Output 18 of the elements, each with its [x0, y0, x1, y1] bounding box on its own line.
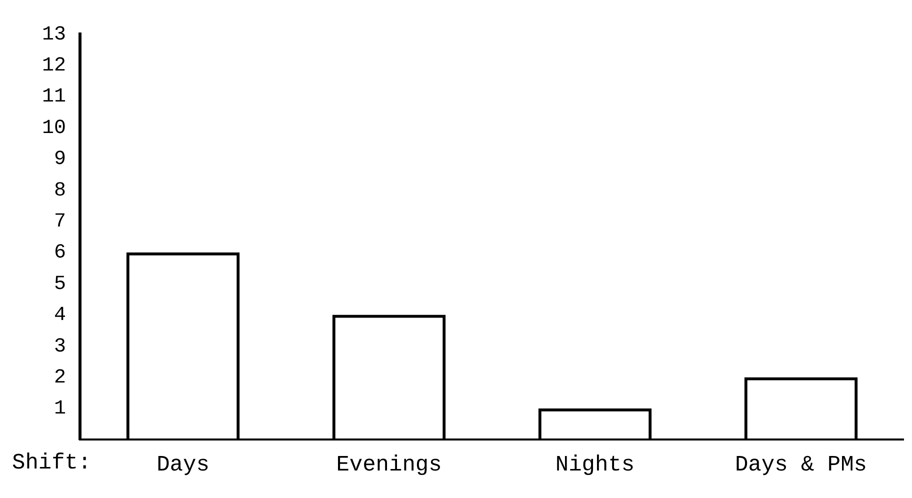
y-tick-label: 12 — [42, 54, 66, 78]
y-tick-label: 3 — [54, 335, 66, 358]
x-axis-title: Shift: — [12, 450, 92, 476]
y-tick-label: 11 — [42, 86, 66, 109]
y-tick-label: 8 — [54, 179, 66, 202]
y-tick-label: 13 — [42, 23, 66, 46]
x-tick-label: Evenings — [336, 452, 442, 478]
y-tick-label: 10 — [42, 116, 66, 140]
y-tick-label: 5 — [54, 272, 66, 296]
x-tick-label: Days — [156, 452, 210, 478]
y-tick-label: 6 — [54, 242, 66, 265]
y-tick-label: 1 — [54, 398, 66, 421]
y-tick-label: 7 — [54, 210, 66, 234]
y-tick-label: 2 — [54, 366, 66, 390]
x-tick-label: Days & PMs — [734, 452, 868, 478]
y-tick-label: 4 — [54, 304, 66, 328]
x-tick-label: Nights — [555, 452, 635, 478]
y-tick-label: 9 — [54, 148, 66, 172]
